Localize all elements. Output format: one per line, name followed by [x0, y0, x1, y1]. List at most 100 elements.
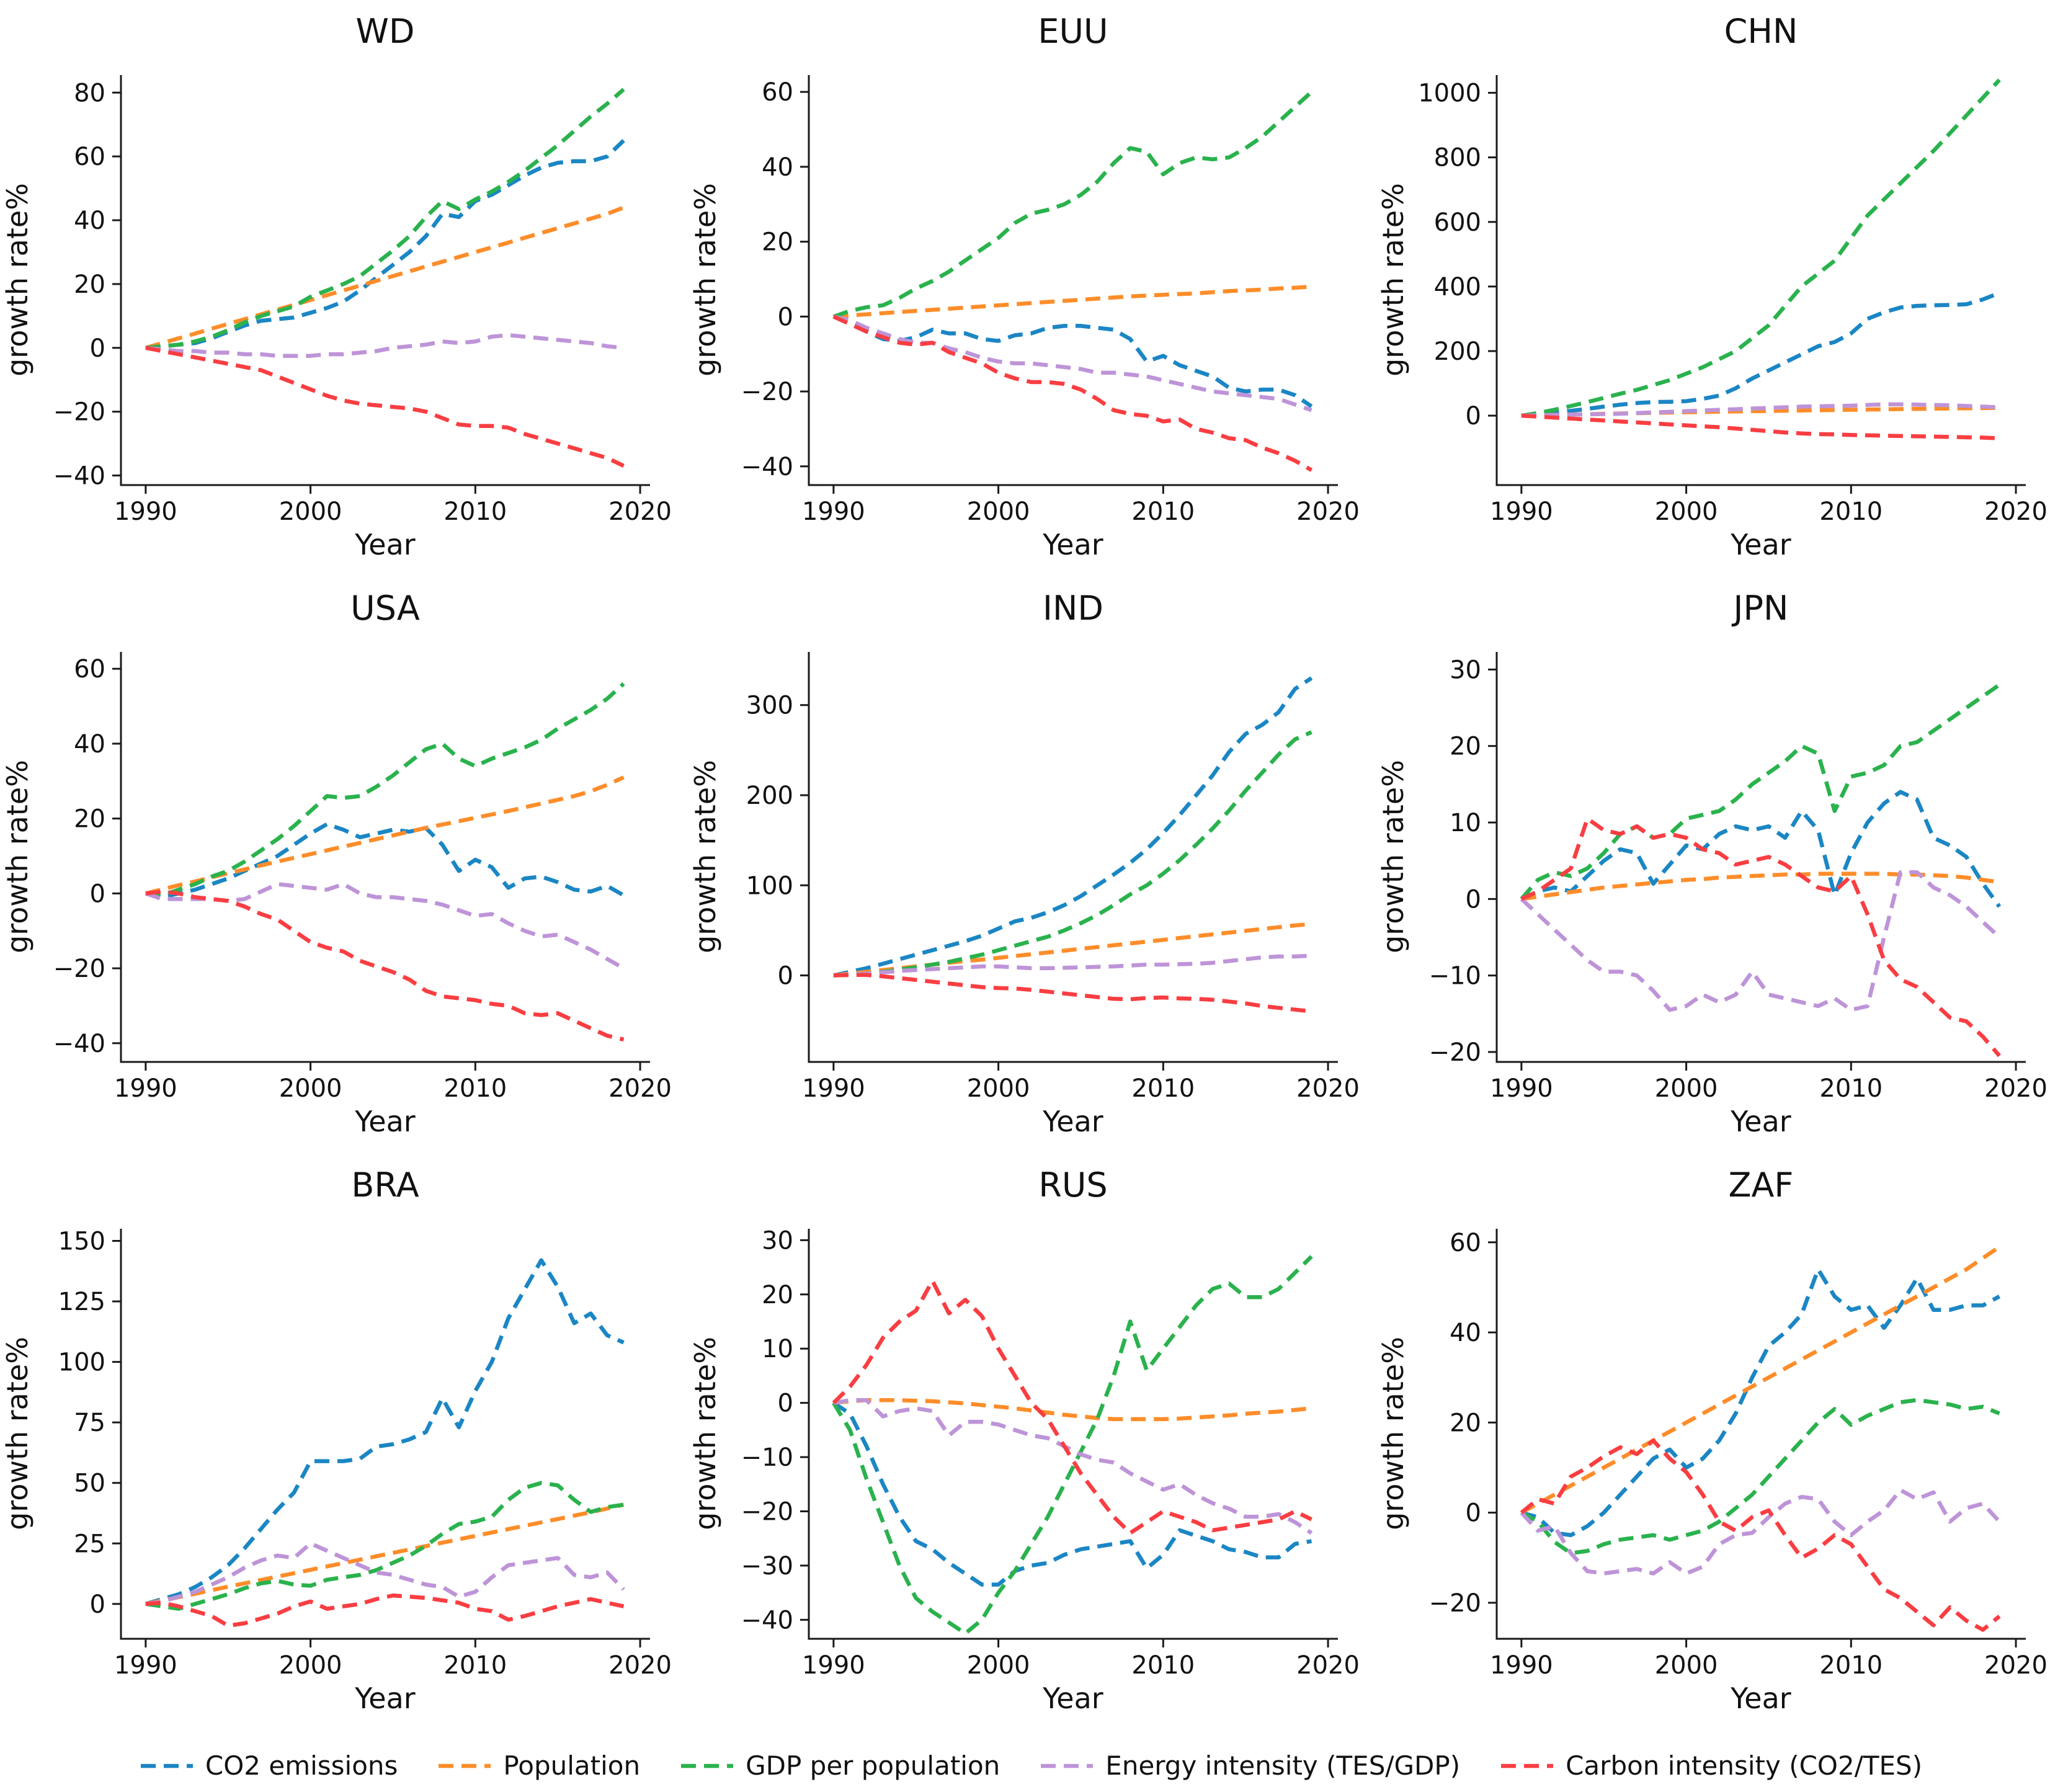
legend-label: Energy intensity (TES/GDP)	[1105, 1750, 1461, 1781]
chart-title: JPN	[1732, 589, 1789, 628]
x-axis-label: Year	[1730, 528, 1791, 561]
x-axis-ticks: 1990 2000 2010 2020	[1490, 1062, 2047, 1103]
y-axis-ticks: −40 −20 0 20 40 60	[53, 655, 121, 1058]
series-line-co2-emissions	[145, 139, 625, 350]
y-tick-label: 400	[1434, 273, 1481, 301]
x-axis-ticks: 1990 2000 2010 2020	[802, 1639, 1360, 1680]
y-axis-label: growth rate%	[1, 1337, 34, 1530]
series-line-population	[833, 284, 1312, 319]
data-series-group	[832, 1255, 1313, 1636]
legend-item-population: Population	[439, 1750, 640, 1781]
legend-dash-swatch-icon	[1041, 1763, 1094, 1768]
y-tick-label: −10	[741, 1443, 793, 1472]
y-axis-ticks: −40 −20 0 20 40 60	[741, 78, 809, 481]
y-tick-label: 40	[74, 207, 105, 235]
axis-spines	[120, 652, 650, 1063]
y-tick-label: 150	[58, 1228, 105, 1256]
chart-title: CHN	[1724, 12, 1798, 51]
x-axis-ticks: 1990 2000 2010 2020	[114, 1062, 672, 1103]
y-axis-label: growth rate%	[688, 760, 722, 953]
x-tick-label: 2000	[279, 1074, 342, 1103]
series-line-gdp-per-population	[145, 87, 625, 350]
series-line-gdp-per-population	[145, 1481, 624, 1611]
y-tick-label: 125	[58, 1288, 105, 1316]
x-axis-label: Year	[354, 1105, 415, 1138]
x-tick-label: 2020	[1984, 1074, 2047, 1103]
series-line-population	[1521, 871, 2000, 901]
y-tick-label: 20	[74, 805, 105, 834]
y-tick-label: −20	[1429, 1038, 1481, 1067]
x-axis-label: Year	[1042, 1682, 1103, 1715]
figure-legend: CO2 emissions Population GDP per populat…	[0, 1750, 2063, 1781]
y-tick-label: 800	[1434, 144, 1481, 172]
series-line-population	[145, 1502, 625, 1606]
data-series-group	[833, 676, 1313, 1014]
legend-dash-swatch-icon	[140, 1763, 193, 1768]
y-tick-label: −40	[741, 453, 793, 481]
y-tick-label: 300	[746, 692, 793, 720]
legend-item-gdp-per-population: GDP per population	[681, 1750, 1000, 1781]
x-tick-label: 2010	[443, 1651, 507, 1680]
x-tick-label: 2000	[279, 497, 342, 526]
x-axis-ticks: 1990 2000 2010 2020	[1490, 485, 2047, 526]
y-axis-label: growth rate%	[1, 760, 34, 953]
chart-panel-wd: WD growth rate% Year −40 −20 0 20 40 60 80 199…	[0, 4, 687, 581]
x-tick-label: 2010	[443, 1074, 507, 1103]
y-tick-label: 20	[762, 1281, 793, 1309]
series-line-co2-emissions	[1521, 1267, 2001, 1538]
y-axis-ticks: −40 −20 0 20 40 60 80	[53, 79, 121, 491]
x-tick-label: 2010	[1819, 497, 1883, 526]
chart-title: ZAF	[1729, 1166, 1794, 1205]
x-tick-label: 1990	[114, 1074, 177, 1103]
series-line-carbon-intensity	[832, 314, 1313, 472]
x-tick-label: 2000	[967, 497, 1030, 526]
series-line-gdp-per-population	[145, 682, 625, 898]
y-tick-label: 60	[74, 655, 105, 684]
chart-title: EUU	[1038, 12, 1108, 51]
y-tick-label: 200	[1434, 337, 1481, 366]
series-line-gdp-per-population	[1521, 78, 2001, 418]
y-tick-label: −30	[741, 1552, 793, 1580]
y-tick-label: 0	[778, 303, 793, 331]
y-axis-label: growth rate%	[1376, 1337, 1410, 1530]
y-axis-ticks: −20 0 20 40 60	[1429, 1229, 1497, 1618]
x-axis-ticks: 1990 2000 2010 2020	[114, 485, 672, 526]
series-line-carbon-intensity	[1521, 413, 2000, 440]
chart-panel-usa: USA growth rate% Year −40 −20 0 20 40 60 1990…	[0, 581, 687, 1157]
series-line-population	[1520, 1245, 2001, 1515]
x-tick-label: 2020	[1984, 1651, 2047, 1680]
y-tick-label: 1000	[1418, 79, 1481, 108]
y-tick-label: 0	[1466, 402, 1481, 430]
series-line-energy-intensity	[833, 314, 1312, 412]
x-tick-label: 2010	[1131, 1651, 1195, 1680]
y-axis-label: growth rate%	[1376, 760, 1410, 953]
series-line-gdp-per-population	[832, 1255, 1313, 1636]
y-axis-label: growth rate%	[1, 183, 34, 377]
chart-title: IND	[1043, 589, 1103, 628]
y-tick-label: 30	[762, 1226, 793, 1255]
axis-spines	[120, 1229, 650, 1640]
x-tick-label: 2000	[967, 1074, 1030, 1103]
series-line-co2-emissions	[1521, 291, 2000, 418]
data-series-group	[1520, 683, 2002, 1058]
series-line-co2-emissions	[832, 1401, 1312, 1587]
axis-spines	[1495, 75, 2026, 486]
y-tick-label: 20	[74, 270, 105, 299]
y-tick-label: −40	[53, 462, 105, 491]
y-axis-label: growth rate%	[688, 1337, 722, 1530]
y-tick-label: 0	[90, 1590, 105, 1619]
x-tick-label: 2020	[608, 497, 672, 526]
x-tick-label: 2000	[1655, 1651, 1718, 1680]
y-tick-label: 75	[74, 1409, 105, 1437]
x-tick-label: 2010	[1131, 497, 1195, 526]
x-tick-label: 1990	[802, 1074, 865, 1103]
y-axis-label: growth rate%	[688, 183, 722, 377]
y-tick-label: 10	[762, 1335, 793, 1363]
series-line-co2-emissions	[145, 1258, 625, 1606]
y-tick-label: 200	[746, 782, 793, 810]
series-line-energy-intensity	[145, 332, 624, 358]
series-line-gdp-per-population	[833, 730, 1312, 978]
series-line-energy-intensity	[1520, 1488, 2001, 1576]
chart-panel-zaf: ZAF growth rate% Year −20 0 20 40 60 1990 200…	[1376, 1157, 2063, 1734]
y-tick-label: 10	[1450, 809, 1481, 837]
